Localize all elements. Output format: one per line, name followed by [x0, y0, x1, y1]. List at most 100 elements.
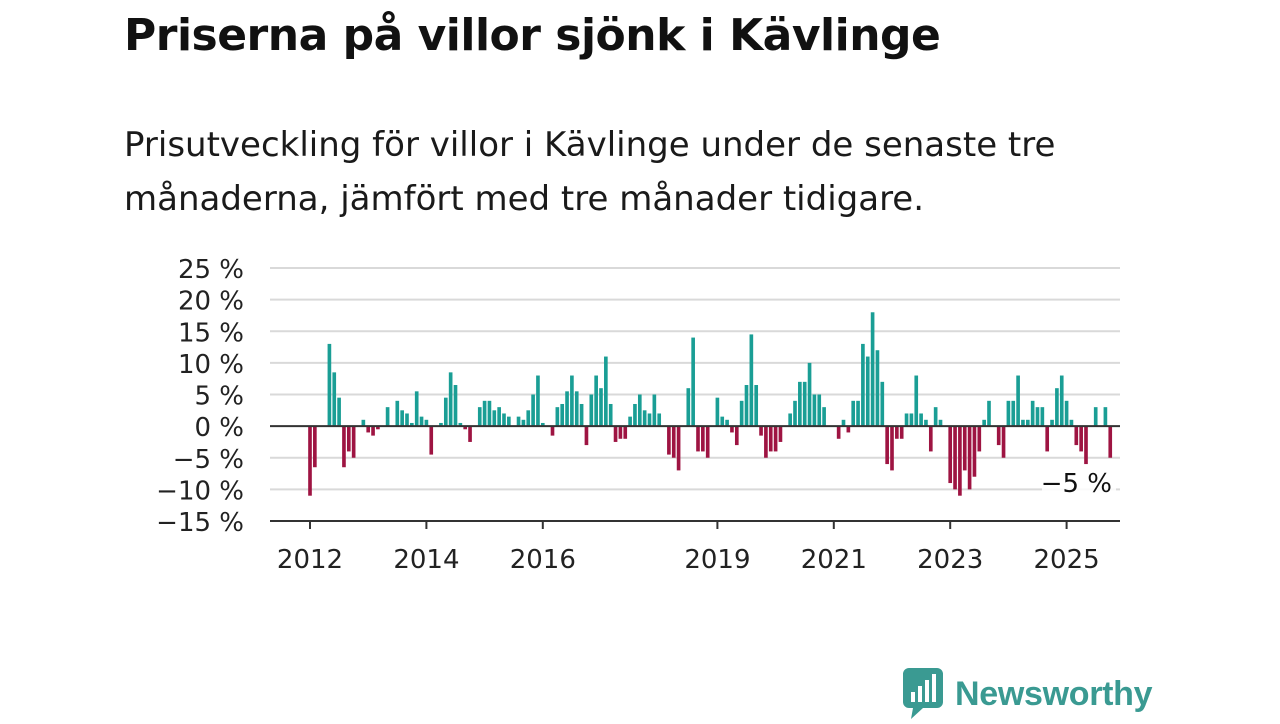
axis-labels: 25 %20 %15 %10 %5 %0 %−5 %−10 %−15 %2012…: [156, 255, 1116, 575]
bar: [1045, 426, 1050, 452]
bar: [1055, 388, 1059, 427]
bar: [807, 362, 812, 427]
x-tick-label: 2016: [510, 545, 576, 575]
bar: [468, 426, 472, 442]
bar: [1069, 419, 1074, 427]
bar: [579, 403, 584, 427]
bar: [502, 413, 506, 427]
bar: [667, 426, 671, 455]
bar: [720, 416, 725, 427]
bar: [327, 343, 332, 427]
bar: [1050, 419, 1054, 427]
newsworthy-logo: Newsworthy: [903, 668, 1153, 720]
bar: [400, 410, 404, 427]
bar: [637, 394, 642, 427]
last-value-annotation: −5 %: [1041, 469, 1112, 499]
bar: [507, 416, 511, 427]
x-tick-label: 2025: [1034, 545, 1100, 575]
bar: [642, 410, 647, 427]
y-tick-label: 10 %: [178, 350, 244, 380]
bar: [371, 426, 375, 436]
y-tick-label: −15 %: [156, 508, 244, 538]
annotation-background: [1042, 465, 1116, 500]
y-tick-label: 0 %: [194, 413, 244, 443]
bar: [550, 426, 555, 436]
bar: [342, 426, 346, 468]
bar: [308, 426, 312, 496]
bar: [1040, 407, 1045, 427]
newsworthy-logo-icon: [903, 668, 943, 720]
bar: [531, 394, 535, 427]
bar: [924, 419, 928, 427]
bar: [759, 426, 763, 436]
bar: [899, 426, 904, 439]
bar: [875, 350, 880, 427]
bar: [487, 400, 492, 427]
bar: [948, 426, 953, 484]
bar: [361, 419, 366, 427]
bar: [332, 372, 337, 427]
bar: [521, 419, 526, 427]
bars: [308, 312, 1113, 496]
bar: [958, 426, 962, 496]
bar: [778, 426, 783, 442]
bar: [560, 403, 565, 427]
bar: [633, 403, 637, 427]
chart-title: Priserna på villor sjönk i Kävlinge: [124, 10, 941, 61]
bar: [405, 413, 409, 427]
bar: [817, 394, 822, 427]
bar: [739, 400, 744, 427]
bar: [754, 385, 759, 427]
bar: [671, 426, 676, 458]
bar: [589, 394, 594, 427]
bar: [768, 426, 773, 452]
chart-subtitle: Prisutveckling för villor i Kävlinge und…: [124, 125, 1056, 219]
bar: [715, 397, 720, 427]
y-tick-label: −5 %: [173, 445, 244, 475]
bar: [928, 426, 933, 452]
bar: [351, 426, 356, 458]
bar: [463, 426, 468, 430]
bar: [497, 407, 501, 427]
bar: [1011, 400, 1016, 427]
bar: [730, 426, 734, 433]
y-tick-label: −10 %: [156, 476, 244, 506]
y-tick-label: 20 %: [178, 287, 244, 317]
bar: [536, 375, 540, 427]
bar: [919, 413, 923, 427]
bar: [802, 381, 807, 427]
x-tick-label: 2023: [917, 545, 983, 575]
bar: [938, 419, 943, 427]
bar: [890, 426, 894, 471]
bar: [870, 312, 875, 427]
bar: [725, 419, 729, 427]
bar: [1021, 419, 1025, 427]
bar: [313, 426, 317, 468]
bar: [822, 407, 826, 427]
bar: [570, 375, 574, 427]
bar: [972, 426, 977, 477]
bar: [909, 413, 914, 427]
bar: [686, 388, 691, 427]
bar: [788, 413, 792, 427]
x-tick-label: 2012: [277, 545, 343, 575]
x-tick-label: 2019: [684, 545, 750, 575]
bar: [453, 385, 458, 427]
bar: [1064, 400, 1069, 427]
bar: [565, 391, 569, 427]
bar: [599, 388, 603, 427]
bar: [1093, 407, 1098, 427]
bar: [696, 426, 700, 452]
bar: [337, 397, 341, 427]
bar: [880, 381, 885, 427]
bar: [793, 400, 797, 427]
bar: [953, 426, 957, 490]
bar: [836, 426, 841, 439]
bar: [851, 400, 856, 427]
bar: [895, 426, 899, 439]
y-tick-label: 15 %: [178, 318, 244, 348]
bar: [482, 400, 487, 427]
bar: [623, 426, 628, 439]
bar: [385, 407, 390, 427]
bar: [439, 422, 443, 427]
